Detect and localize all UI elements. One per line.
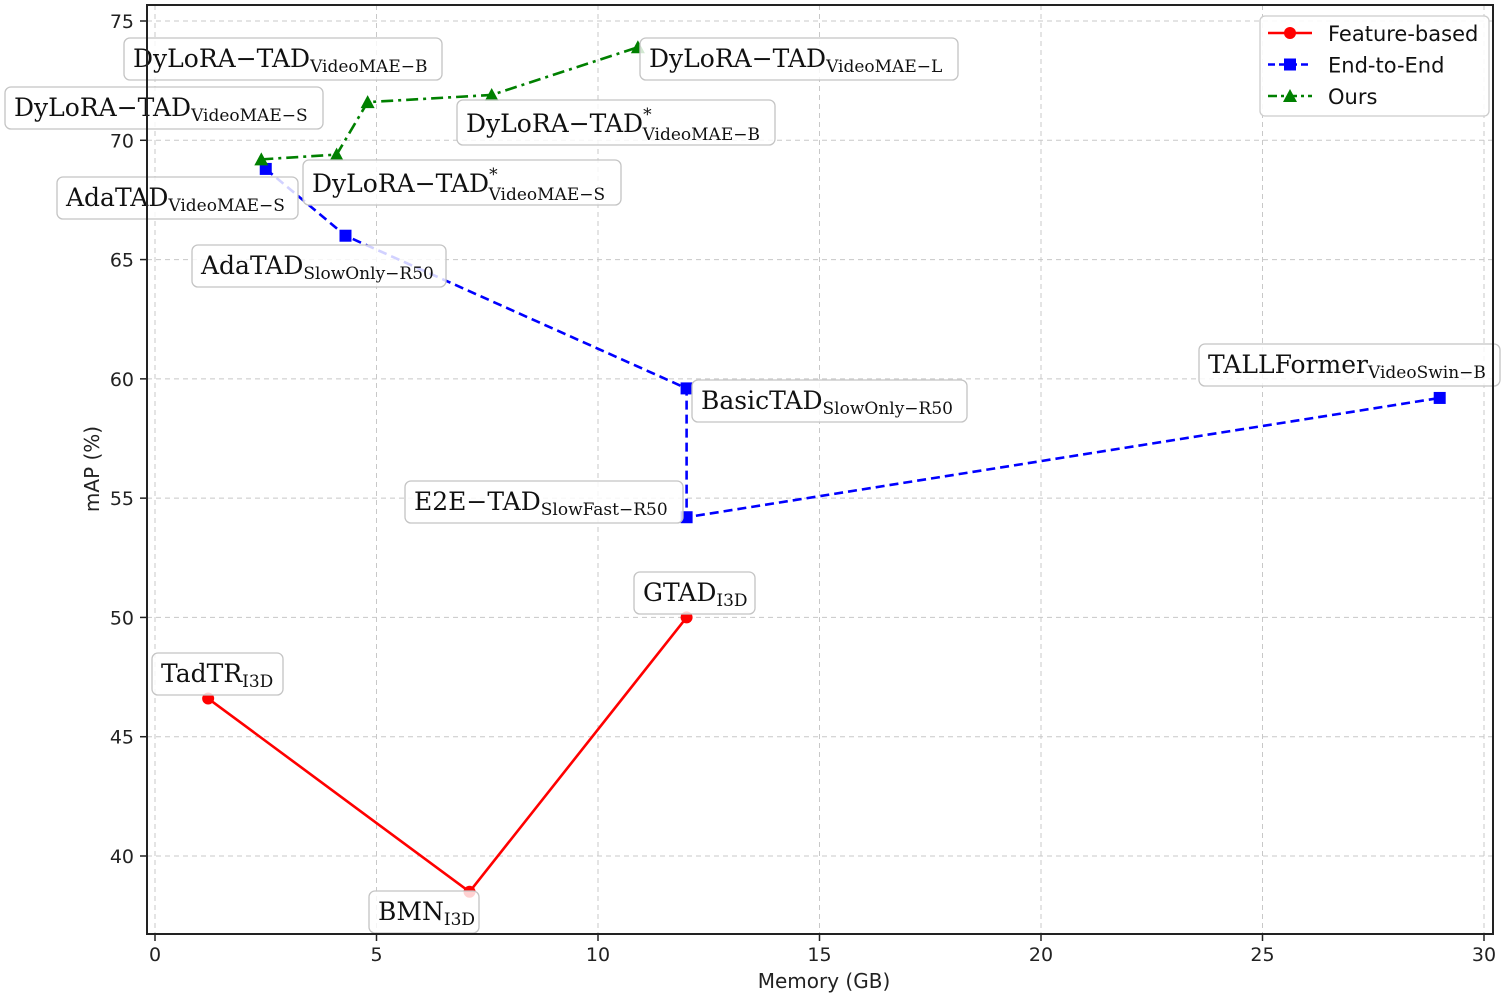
square-marker bbox=[339, 229, 352, 242]
point-annotation: DyLoRA−TADVideoMAE−B bbox=[123, 37, 443, 81]
triangle-marker bbox=[360, 95, 375, 109]
point-annotation: TALLFormerVideoSwin−B bbox=[1198, 343, 1501, 387]
y-axis-title: mAP (%) bbox=[80, 426, 104, 512]
svg-text:GTADI3D: GTADI3D bbox=[643, 578, 748, 611]
x-tick-label: 15 bbox=[807, 944, 831, 966]
circle-marker bbox=[1284, 27, 1296, 39]
x-tick-label: 0 bbox=[149, 944, 161, 966]
x-tick-label: 30 bbox=[1472, 944, 1496, 966]
annotation-layer: DyLoRA−TADVideoMAE−B DyLoRA−TADVideoMAE−L… bbox=[4, 37, 1501, 934]
point-annotation: DyLoRA−TADVideoMAE−S bbox=[4, 86, 324, 130]
square-marker bbox=[680, 382, 693, 395]
svg-text:AdaTADVideoMAE−S: AdaTADVideoMAE−S bbox=[65, 183, 285, 216]
y-tick-label: 55 bbox=[110, 488, 134, 510]
svg-text:DyLoRA−TADVideoMAE−L: DyLoRA−TADVideoMAE−L bbox=[649, 44, 942, 77]
x-tick-label: 20 bbox=[1029, 944, 1053, 966]
point-annotation: DyLoRA−TAD* VideoMAE−B bbox=[456, 99, 776, 146]
svg-text:BasicTADSlowOnly−R50: BasicTADSlowOnly−R50 bbox=[701, 386, 953, 419]
legend: Feature-based End-to-End Ours bbox=[1259, 15, 1490, 117]
x-axis-title: Memory (GB) bbox=[758, 969, 891, 993]
square-marker bbox=[259, 162, 272, 175]
point-annotation: E2E−TADSlowFast−R50 bbox=[404, 480, 684, 524]
legend-item-feature-based: Feature-based bbox=[1268, 22, 1478, 46]
grid-lines bbox=[147, 5, 1493, 934]
point-annotation: GTADI3D bbox=[633, 571, 756, 615]
legend-label: Feature-based bbox=[1328, 22, 1478, 46]
y-tick-label: 75 bbox=[110, 11, 134, 33]
triangle-marker bbox=[484, 87, 499, 101]
point-annotation: DyLoRA−TADVideoMAE−L bbox=[639, 37, 959, 81]
triangle-marker bbox=[254, 152, 269, 166]
svg-text:DyLoRA−TAD*VideoMAE−B: DyLoRA−TAD* VideoMAE−B bbox=[466, 105, 760, 145]
point-annotation: AdaTADSlowOnly−R50 bbox=[191, 244, 447, 288]
series-end-to-end bbox=[259, 162, 1446, 524]
point-annotation: AdaTADVideoMAE−S bbox=[56, 176, 299, 220]
legend-item-end-to-end: End-to-End bbox=[1268, 54, 1444, 78]
y-tick-label: 65 bbox=[110, 250, 134, 272]
point-annotation: DyLoRA−TAD* VideoMAE−S bbox=[302, 159, 622, 206]
x-tick-label: 10 bbox=[586, 944, 610, 966]
triangle-marker bbox=[1283, 89, 1297, 102]
svg-text:TALLFormerVideoSwin−B: TALLFormerVideoSwin−B bbox=[1208, 350, 1486, 383]
legend-label: Ours bbox=[1328, 85, 1377, 109]
svg-text:E2E−TADSlowFast−R50: E2E−TADSlowFast−R50 bbox=[414, 487, 668, 520]
square-marker bbox=[1433, 391, 1446, 404]
svg-text:TadTRI3D: TadTRI3D bbox=[161, 659, 273, 692]
triangle-marker bbox=[329, 147, 344, 161]
x-tick-label: 5 bbox=[370, 944, 382, 966]
y-tick-label: 45 bbox=[110, 727, 134, 749]
svg-text:AdaTADSlowOnly−R50: AdaTADSlowOnly−R50 bbox=[200, 251, 434, 284]
svg-text:BMNI3D: BMNI3D bbox=[378, 897, 475, 930]
point-annotation: BasicTADSlowOnly−R50 bbox=[691, 379, 968, 423]
svg-text:DyLoRA−TADVideoMAE−B: DyLoRA−TADVideoMAE−B bbox=[133, 44, 428, 77]
legend-label: End-to-End bbox=[1328, 54, 1444, 78]
svg-text:DyLoRA−TAD*VideoMAE−S: DyLoRA−TAD* VideoMAE−S bbox=[312, 165, 605, 205]
svg-text:DyLoRA−TADVideoMAE−S: DyLoRA−TADVideoMAE−S bbox=[14, 93, 308, 126]
y-tick-label: 50 bbox=[110, 607, 134, 629]
x-tick-label: 25 bbox=[1250, 944, 1274, 966]
y-tick-label: 40 bbox=[110, 846, 134, 868]
point-annotation: BMNI3D bbox=[368, 890, 480, 934]
y-tick-label: 70 bbox=[110, 130, 134, 152]
series-ours bbox=[254, 40, 645, 166]
axis-ticks: 0 5 10 15 20 25 30 40 45 50 55 60 65 70 75 bbox=[110, 11, 1496, 966]
square-marker bbox=[1284, 58, 1296, 71]
point-annotation: TadTRI3D bbox=[151, 652, 284, 696]
legend-item-ours: Ours bbox=[1268, 85, 1377, 109]
y-tick-label: 60 bbox=[110, 369, 134, 391]
